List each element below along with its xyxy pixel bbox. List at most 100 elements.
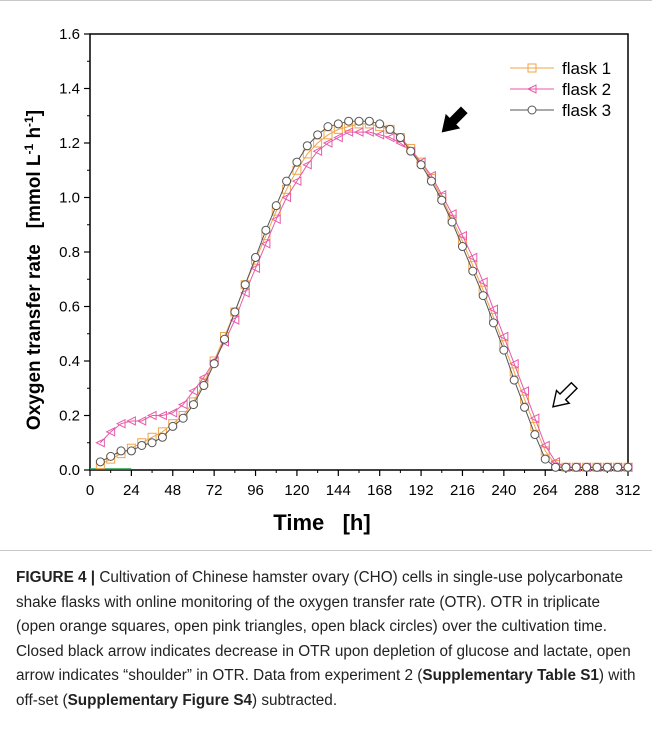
data-point [406,146,416,156]
data-point [602,462,612,472]
data-point [530,430,540,440]
data-point [282,176,292,186]
data-point [105,427,116,437]
x-tick-label: 288 [574,482,599,499]
series-circle [95,116,633,472]
data-point [551,462,561,472]
y-axis-label-main: Oxygen transfer rate [mmol L [24,154,45,430]
data-point [313,130,323,140]
data-point [343,127,354,137]
data-point [333,119,343,129]
y-tick-label: 0.6 [59,299,80,316]
data-point [188,400,198,410]
x-tick-label: 48 [164,482,181,499]
plot-frame [89,33,629,471]
y-tick-label: 0.8 [59,244,80,261]
data-point [561,462,571,472]
series-square [95,119,633,472]
y-axis-label-sup2: -1 [22,116,36,127]
data-point [250,263,261,274]
data-point [582,462,592,472]
data-point [168,421,178,431]
data-point [478,277,488,287]
data-point [364,116,374,126]
legend-label: flask 1 [562,59,611,78]
data-point [446,209,457,219]
data-point [509,358,519,369]
x-tick-label: 0 [86,482,94,499]
data-point [291,176,302,186]
legend-marker [527,63,537,73]
data-point [519,386,530,396]
y-axis-label-end: ] [24,110,45,116]
x-tick-label: 264 [533,482,558,499]
legend-marker [527,105,537,115]
data-point [281,192,292,203]
x-tick-label: 96 [247,482,264,499]
data-point [623,462,633,472]
series-line [99,131,628,468]
data-point [115,418,126,429]
data-point [499,345,509,355]
x-axis-label: Time [h] [273,510,370,535]
data-point [323,122,333,132]
data-point [95,437,105,448]
data-point [529,413,540,424]
legend-label: flask 3 [562,101,611,120]
data-point [384,132,395,143]
x-tick-label: 24 [123,482,140,499]
data-point [478,291,488,301]
data-point [167,407,178,418]
data-point [395,133,405,143]
data-point [312,146,323,156]
figure-caption: FIGURE 4 | Cultivation of Chinese hamste… [16,566,640,714]
data-point [333,132,343,143]
data-point [126,446,136,456]
y-tick-label: 1.2 [59,135,80,152]
y-tick-label: 1.4 [59,81,80,98]
data-point [344,116,354,126]
data-point [437,195,447,205]
data-point [116,446,126,456]
data-point [457,230,467,241]
data-point [540,440,550,451]
y-tick-label: 0.4 [59,353,80,370]
x-tick-label: 312 [615,482,640,499]
data-point [177,399,188,410]
data-point [374,130,385,140]
data-point [209,359,219,369]
data-point [292,157,302,167]
caption-text-1: Cultivation of Chinese hamster ovary (CH… [16,569,631,685]
data-point [385,124,395,134]
x-tick-label: 240 [491,482,516,499]
data-point [416,160,426,170]
data-point [489,318,498,328]
data-point [426,176,436,186]
data-point [157,432,167,442]
data-point [251,252,261,262]
legend-marker [526,84,537,94]
data-point [260,239,271,249]
x-tick-label: 216 [450,482,475,499]
caption-ref-table[interactable]: Supplementary Table S1 [422,667,599,685]
x-tick-label: 144 [326,482,351,499]
series-layer [95,116,633,473]
x-tick-label: 168 [367,482,392,499]
x-tick-label: 192 [409,482,434,499]
x-tick-label: 120 [284,482,309,499]
data-point [106,451,116,461]
caption-ref-figure[interactable]: Supplementary Figure S4 [67,691,253,709]
y-tick-label: 1.0 [59,190,80,207]
data-point [178,413,188,423]
data-point [322,138,333,148]
data-point [220,334,229,344]
data-point [364,127,374,137]
y-tick-label: 0.0 [59,462,80,479]
data-point [261,225,271,235]
data-point [126,416,136,426]
annotation-layer [441,106,578,408]
data-point [199,381,209,391]
data-point [147,438,157,448]
otr-chart: 0 24 48 72 96 120 144 168 192 216 240 264 288 312 0.0 0… [22,26,641,535]
